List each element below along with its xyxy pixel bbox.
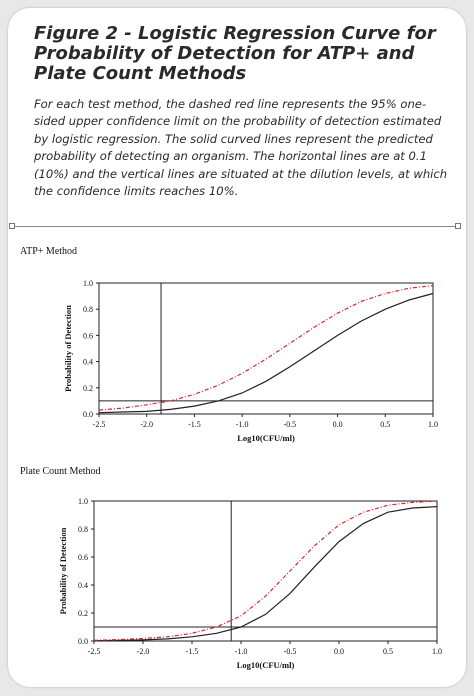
plot-frame bbox=[93, 500, 438, 642]
figure-card bbox=[8, 8, 466, 687]
x-axis-label: Log10(CFU/ml) bbox=[237, 433, 295, 443]
y-tick-label: 0.6 bbox=[83, 331, 93, 340]
divider-line bbox=[9, 223, 461, 229]
x-tick-label: 0.0 bbox=[333, 420, 343, 429]
x-tick-label: -0.5 bbox=[284, 647, 297, 656]
x-tick-label: 1.0 bbox=[428, 420, 438, 429]
x-tick-label: -2.0 bbox=[140, 420, 153, 429]
confidence-limit-curve bbox=[98, 285, 434, 411]
x-tick-label: 0.0 bbox=[334, 647, 344, 656]
chart-title-plate-count: Plate Count Method bbox=[20, 466, 101, 477]
y-tick-label: 0.0 bbox=[83, 410, 93, 419]
y-tick-label: 0.2 bbox=[78, 609, 88, 618]
x-tick-label: 0.5 bbox=[383, 647, 393, 656]
x-tick-label: 1.0 bbox=[432, 647, 442, 656]
x-tick-label: -1.5 bbox=[186, 647, 199, 656]
plate-count-chart-svg: 0.0 0.2 0.4 0.6 0.8 1.0 -2.5 -2.0 -1.5 -1.0 -0.5 0.… bbox=[58, 497, 442, 670]
plate-count-chart: Plate Count Method 0.0 0.2 0.4 0.6 0.8 1.0 -2.… bbox=[0, 466, 474, 696]
y-tick-label: 0.4 bbox=[78, 581, 88, 590]
x-tick-label: -1.0 bbox=[235, 647, 248, 656]
x-tick-label: -2.5 bbox=[93, 420, 106, 429]
predicted-probability-curve bbox=[98, 292, 434, 414]
atp-chart-svg: 0.0 0.2 0.4 0.6 0.8 1.0 -2.5 -2.0 -1.5 -1.0 -0.5 0.… bbox=[63, 279, 438, 443]
confidence-limit-curve bbox=[93, 500, 438, 641]
plot-frame bbox=[98, 282, 434, 415]
x-tick-label: -1.5 bbox=[188, 420, 201, 429]
y-tick-label: 1.0 bbox=[83, 279, 93, 288]
y-tick-label: 0.2 bbox=[83, 384, 93, 393]
y-tick-label: 1.0 bbox=[78, 497, 88, 506]
x-tick-label: -1.0 bbox=[236, 420, 249, 429]
divider-left-handle bbox=[9, 223, 15, 229]
y-axis-label: Probability of Detection bbox=[63, 305, 73, 392]
y-tick-label: 0.8 bbox=[83, 305, 93, 314]
x-tick-label: -2.5 bbox=[88, 647, 101, 656]
x-tick-label: -2.0 bbox=[137, 647, 150, 656]
figure-caption: For each test method, the dashed red lin… bbox=[34, 97, 448, 199]
x-tick-label: 0.5 bbox=[380, 420, 390, 429]
predicted-probability-curve bbox=[93, 506, 438, 642]
divider-right-handle bbox=[455, 223, 461, 229]
y-tick-label: 0.8 bbox=[78, 525, 88, 534]
x-tick-label: -0.5 bbox=[284, 420, 297, 429]
y-axis-label: Probability of Detection bbox=[58, 527, 68, 614]
y-tick-label: 0.4 bbox=[83, 358, 93, 367]
y-tick-label: 0.6 bbox=[78, 553, 88, 562]
figure-title: Figure 2 - Logistic Regression Curve for… bbox=[34, 23, 436, 84]
y-tick-label: 0.0 bbox=[78, 637, 88, 646]
chart-title-atp: ATP+ Method bbox=[20, 246, 78, 257]
x-axis-label: Log10(CFU/ml) bbox=[237, 660, 295, 670]
atp-chart: ATP+ Method 0.0 0.2 0.4 0.6 0.8 1.0 -2.5 -2.0 -1… bbox=[0, 246, 474, 476]
